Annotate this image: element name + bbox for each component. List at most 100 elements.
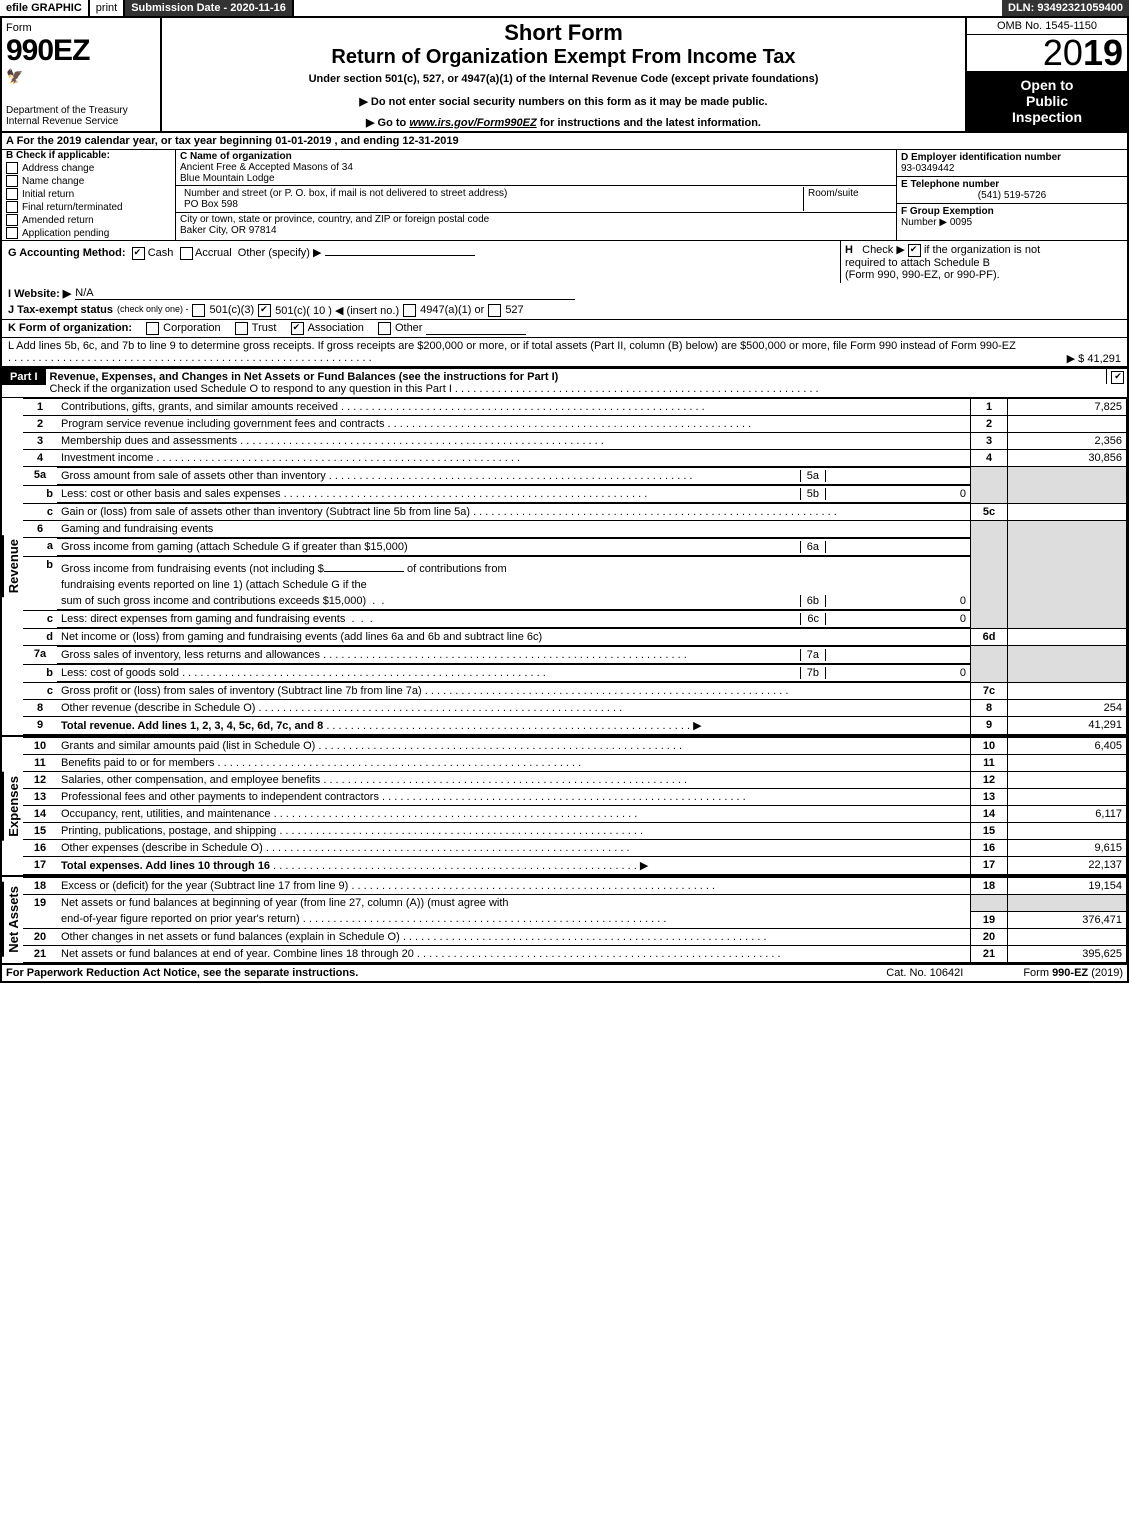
opt-amended-return[interactable]: Amended return (6, 214, 171, 226)
opt-final-return[interactable]: Final return/terminated (6, 201, 171, 213)
org-name-section: C Name of organization Ancient Free & Ac… (176, 150, 896, 186)
k-other: Other (395, 322, 423, 334)
part-1-checkbox[interactable] (1111, 371, 1124, 384)
org-name-1: Ancient Free & Accepted Masons of 34 (180, 162, 353, 173)
f-value: 0095 (950, 217, 972, 228)
line-5a: 5aGross amount from sale of assets other… (23, 467, 1127, 486)
block-b-header: B Check if applicable: (6, 150, 171, 161)
address-section: Number and street (or P. O. box, if mail… (176, 186, 896, 213)
l-amount: ▶ $ 41,291 (1067, 352, 1121, 365)
line-1: 1Contributions, gifts, grants, and simil… (23, 399, 1127, 416)
h-box: H Check ▶ if the organization is not req… (840, 241, 1129, 283)
527-checkbox[interactable] (488, 304, 501, 317)
501c3-checkbox[interactable] (192, 304, 205, 317)
checkbox-icon (6, 227, 18, 239)
cash-checkbox[interactable] (132, 247, 145, 260)
line-8: 8Other revenue (describe in Schedule O)8… (23, 700, 1127, 717)
f-label2: Number ▶ (901, 217, 947, 228)
opt-application-pending[interactable]: Application pending (6, 227, 171, 239)
part-1-check-text: Check if the organization used Schedule … (50, 383, 452, 395)
ein-section: D Employer identification number 93-0349… (897, 150, 1127, 177)
short-form-title: Short Form (166, 20, 961, 46)
net-assets-vlabel: Net Assets (2, 882, 23, 957)
irs-text: Internal Revenue Service (6, 116, 118, 127)
form-header: Form 990EZ 🦅 Department of the Treasury … (0, 18, 1129, 133)
h-label: H (845, 244, 853, 256)
k-label: K Form of organization: (8, 322, 132, 334)
line-6a: aGross income from gaming (attach Schedu… (23, 538, 1127, 557)
trust-checkbox[interactable] (235, 322, 248, 335)
revenue-vlabel: Revenue (2, 535, 23, 597)
d-label: D Employer identification number (901, 152, 1061, 163)
checkbox-icon (6, 175, 18, 187)
j-o2: 501(c)( 10 ) ◀ (insert no.) (275, 304, 399, 317)
block-c: C Name of organization Ancient Free & Ac… (176, 150, 896, 240)
f-label: F Group Exemption (901, 206, 994, 217)
tax-year-period: A For the 2019 calendar year, or tax yea… (2, 133, 1127, 150)
line-15: 15Printing, publications, postage, and s… (23, 823, 1127, 840)
year-prefix: 20 (1043, 32, 1083, 73)
footer-left: For Paperwork Reduction Act Notice, see … (6, 967, 358, 979)
form-number: 990EZ (6, 34, 156, 68)
phone-section: E Telephone number (541) 519-5726 (897, 177, 1127, 204)
form-word: Form (6, 22, 156, 34)
j-note: (check only one) - (117, 304, 189, 314)
city-value: Baker City, OR 97814 (180, 225, 277, 236)
other-checkbox[interactable] (378, 322, 391, 335)
line-16: 16Other expenses (describe in Schedule O… (23, 840, 1127, 857)
part-1-title-text: Revenue, Expenses, and Changes in Net As… (50, 371, 559, 383)
line-6d: dNet income or (loss) from gaming and fu… (23, 629, 1127, 646)
4947-checkbox[interactable] (403, 304, 416, 317)
net-assets-section: Net Assets 18Excess or (deficit) for the… (0, 875, 1129, 964)
i-label: I Website: ▶ (8, 287, 71, 300)
goto-line: ▶ Go to www.irs.gov/Form990EZ for instru… (166, 116, 961, 129)
g-label: G Accounting Method: (8, 247, 126, 259)
opt-initial-return[interactable]: Initial return (6, 188, 171, 200)
accrual-checkbox[interactable] (180, 247, 193, 260)
city-section: City or town, state or province, country… (176, 213, 896, 237)
opt-address-change[interactable]: Address change (6, 162, 171, 174)
other-fill[interactable] (325, 243, 475, 256)
irs-eagle-icon: 🦅 (6, 68, 156, 85)
open2: Public (967, 93, 1127, 109)
j-o4: 527 (505, 304, 523, 316)
expenses-vlabel: Expenses (2, 772, 23, 841)
line-12: 12Salaries, other compensation, and empl… (23, 772, 1127, 789)
opt-name-change[interactable]: Name change (6, 175, 171, 187)
checkbox-icon (6, 188, 18, 200)
checkbox-icon (6, 201, 18, 213)
part-1-badge: Part I (2, 369, 46, 385)
line-2: 2Program service revenue including gover… (23, 416, 1127, 433)
501c-checkbox[interactable] (258, 304, 271, 317)
k-other-fill[interactable] (426, 322, 526, 335)
accrual-label: Accrual (195, 247, 232, 259)
info-section: G Accounting Method: Cash Accrual Other … (0, 241, 1129, 368)
h-checkbox[interactable] (908, 244, 921, 257)
open3: Inspection (967, 109, 1127, 125)
efile-button[interactable]: efile GRAPHIC (0, 0, 90, 16)
assoc-checkbox[interactable] (291, 322, 304, 335)
header-right: OMB No. 1545-1150 2019 Open to Public In… (967, 18, 1127, 131)
h-text1: Check ▶ (862, 244, 905, 256)
header-mid: Short Form Return of Organization Exempt… (162, 18, 967, 131)
goto-link[interactable]: www.irs.gov/Form990EZ (409, 117, 536, 129)
block-b: B Check if applicable: Address change Na… (2, 150, 176, 240)
line-4: 4Investment income430,856 (23, 450, 1127, 467)
under-section: Under section 501(c), 527, or 4947(a)(1)… (166, 73, 961, 85)
header-left: Form 990EZ 🦅 Department of the Treasury … (2, 18, 162, 131)
room-label: Room/suite (808, 188, 859, 199)
print-button[interactable]: print (90, 0, 125, 16)
k-trust: Trust (252, 322, 277, 334)
corp-checkbox[interactable] (146, 322, 159, 335)
line-19b: end-of-year figure reported on prior yea… (23, 911, 1127, 928)
j-row: J Tax-exempt status (check only one) - 5… (2, 302, 1127, 320)
l-text: L Add lines 5b, 6c, and 7b to line 9 to … (8, 340, 1016, 352)
goto-pre: ▶ Go to (366, 117, 409, 129)
open-to-public: Open to Public Inspection (967, 71, 1127, 131)
submission-date-button[interactable]: Submission Date - 2020-11-16 (125, 0, 294, 16)
line-19a: 19Net assets or fund balances at beginni… (23, 895, 1127, 912)
ein-value: 93-0349442 (901, 163, 954, 174)
tax-year: 2019 (967, 35, 1127, 71)
part-1-header: Part I Revenue, Expenses, and Changes in… (2, 368, 1127, 398)
e-label: E Telephone number (901, 179, 999, 190)
